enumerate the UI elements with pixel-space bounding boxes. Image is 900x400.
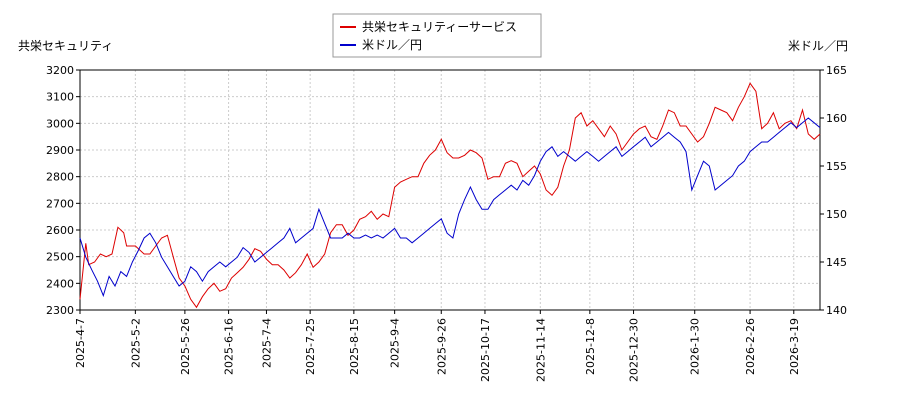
series-line-usdjpy (79, 117, 821, 298)
x-tick-label: 2025-4-7 (74, 318, 87, 368)
x-tick-label: 2025-9-26 (435, 318, 448, 375)
left-tick-label: 3200 (46, 64, 74, 77)
series-line-kyoei (79, 82, 821, 309)
right-tick-label: 165 (826, 64, 847, 77)
right-tick-label: 140 (826, 304, 847, 317)
x-tick-label: 2025-8-15 (348, 318, 361, 375)
x-tick-label: 2026-2-26 (744, 318, 757, 375)
left-tick-label: 2300 (46, 304, 74, 317)
x-tick-label: 2025-7-4 (260, 318, 273, 368)
left-tick-label: 2600 (46, 224, 74, 237)
x-tick-label: 2025-7-25 (304, 318, 317, 375)
x-tick-label: 2025-6-16 (223, 318, 236, 375)
plot-frame (79, 69, 821, 311)
left-tick-label: 3000 (46, 117, 74, 130)
x-tick-label: 2025-10-17 (479, 318, 492, 382)
x-tick-label: 2026-1-30 (689, 318, 702, 375)
x-tick-label: 2025-12-30 (628, 318, 641, 382)
legend-label-kyoei: 共栄セキュリティーサービス (362, 20, 517, 34)
legend-label-usdjpy: 米ドル／円 (362, 38, 422, 52)
series-layer (79, 82, 821, 309)
x-tick-label: 2025-11-14 (534, 318, 547, 382)
left-tick-label: 2800 (46, 171, 74, 184)
legend-box (332, 13, 542, 58)
x-axis: 2025-4-7 2025-5-2 2025-5-26 2025-6-16 2025-7… (74, 310, 801, 382)
grid (79, 69, 820, 311)
left-tick-label: 2400 (46, 277, 74, 290)
left-axis-title: 共栄セキュリティ (18, 39, 113, 53)
right-axis: 140 145 150 155 160 165 (820, 64, 847, 317)
left-tick-label: 2700 (46, 197, 74, 210)
x-tick-label: 2025-9-4 (389, 318, 402, 368)
left-tick-label: 2500 (46, 251, 74, 264)
left-tick-label: 3100 (46, 91, 74, 104)
x-tick-label: 2025-5-26 (179, 318, 192, 375)
right-tick-label: 160 (826, 112, 847, 125)
right-tick-label: 155 (826, 160, 847, 173)
right-tick-label: 145 (826, 256, 847, 269)
x-tick-label: 2026-3-19 (788, 318, 801, 375)
left-tick-label: 2900 (46, 144, 74, 157)
x-tick-label: 2025-5-2 (129, 318, 142, 368)
right-axis-title: 米ドル／円 (788, 39, 848, 53)
x-tick-label: 2025-12-8 (584, 318, 597, 375)
left-axis: 2300 2400 2500 2600 2700 2800 2900 3000 3100 3200 (46, 64, 80, 317)
right-tick-label: 150 (826, 208, 847, 221)
legend: 共栄セキュリティーサービス 米ドル／円 (332, 13, 542, 58)
